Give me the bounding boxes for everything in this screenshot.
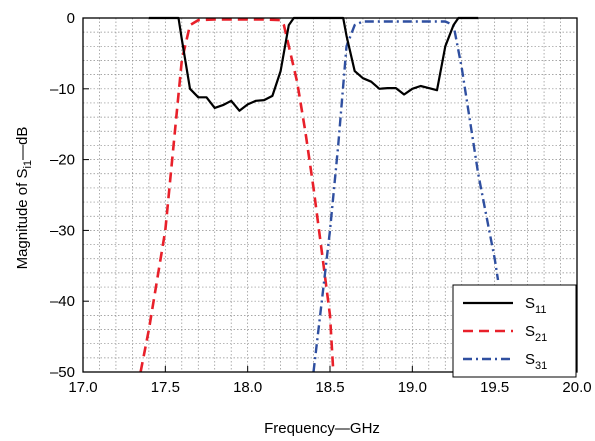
- legend: S11 S21 S31: [452, 284, 577, 378]
- y-tick-label: –50: [50, 364, 75, 381]
- x-tick-label: 18.5: [315, 379, 344, 396]
- x-tick-label: 17.0: [68, 379, 97, 396]
- y-axis-title-main: Magnitude of S: [14, 169, 31, 270]
- legend-items: S11 S21 S31: [463, 295, 547, 372]
- x-axis-title: Frequency—GHz: [264, 420, 380, 437]
- x-tick-label: 18.0: [233, 379, 262, 396]
- legend-label-s31: S31: [525, 351, 547, 372]
- y-tick-label: –40: [50, 293, 75, 310]
- x-tick-label: 17.5: [151, 379, 180, 396]
- y-axis-title-sub: i1: [22, 160, 34, 169]
- y-tick-label: –20: [50, 152, 75, 169]
- x-tick-label: 19.5: [480, 379, 509, 396]
- y-axis-title: Magnitude of Si1—dB: [14, 127, 34, 270]
- x-tick-label: 20.0: [562, 379, 591, 396]
- legend-label-s11: S11: [525, 295, 546, 316]
- ticks: 17.0 17.5 18.0 18.5 19.0 19.5 20.0 0 –10 –20 –30 –4…: [50, 10, 592, 396]
- y-axis-title-suffix: —dB: [14, 127, 31, 160]
- legend-box: [452, 284, 577, 378]
- y-tick-label: –10: [50, 81, 75, 98]
- series-line-s21: [139, 18, 335, 372]
- y-tick-label: 0: [67, 10, 75, 27]
- legend-label-s21: S21: [525, 323, 547, 344]
- series-layer: [139, 16, 500, 372]
- x-tick-label: 19.0: [398, 379, 427, 396]
- plot-frame: [82, 17, 578, 373]
- y-tick-label: –30: [50, 222, 75, 239]
